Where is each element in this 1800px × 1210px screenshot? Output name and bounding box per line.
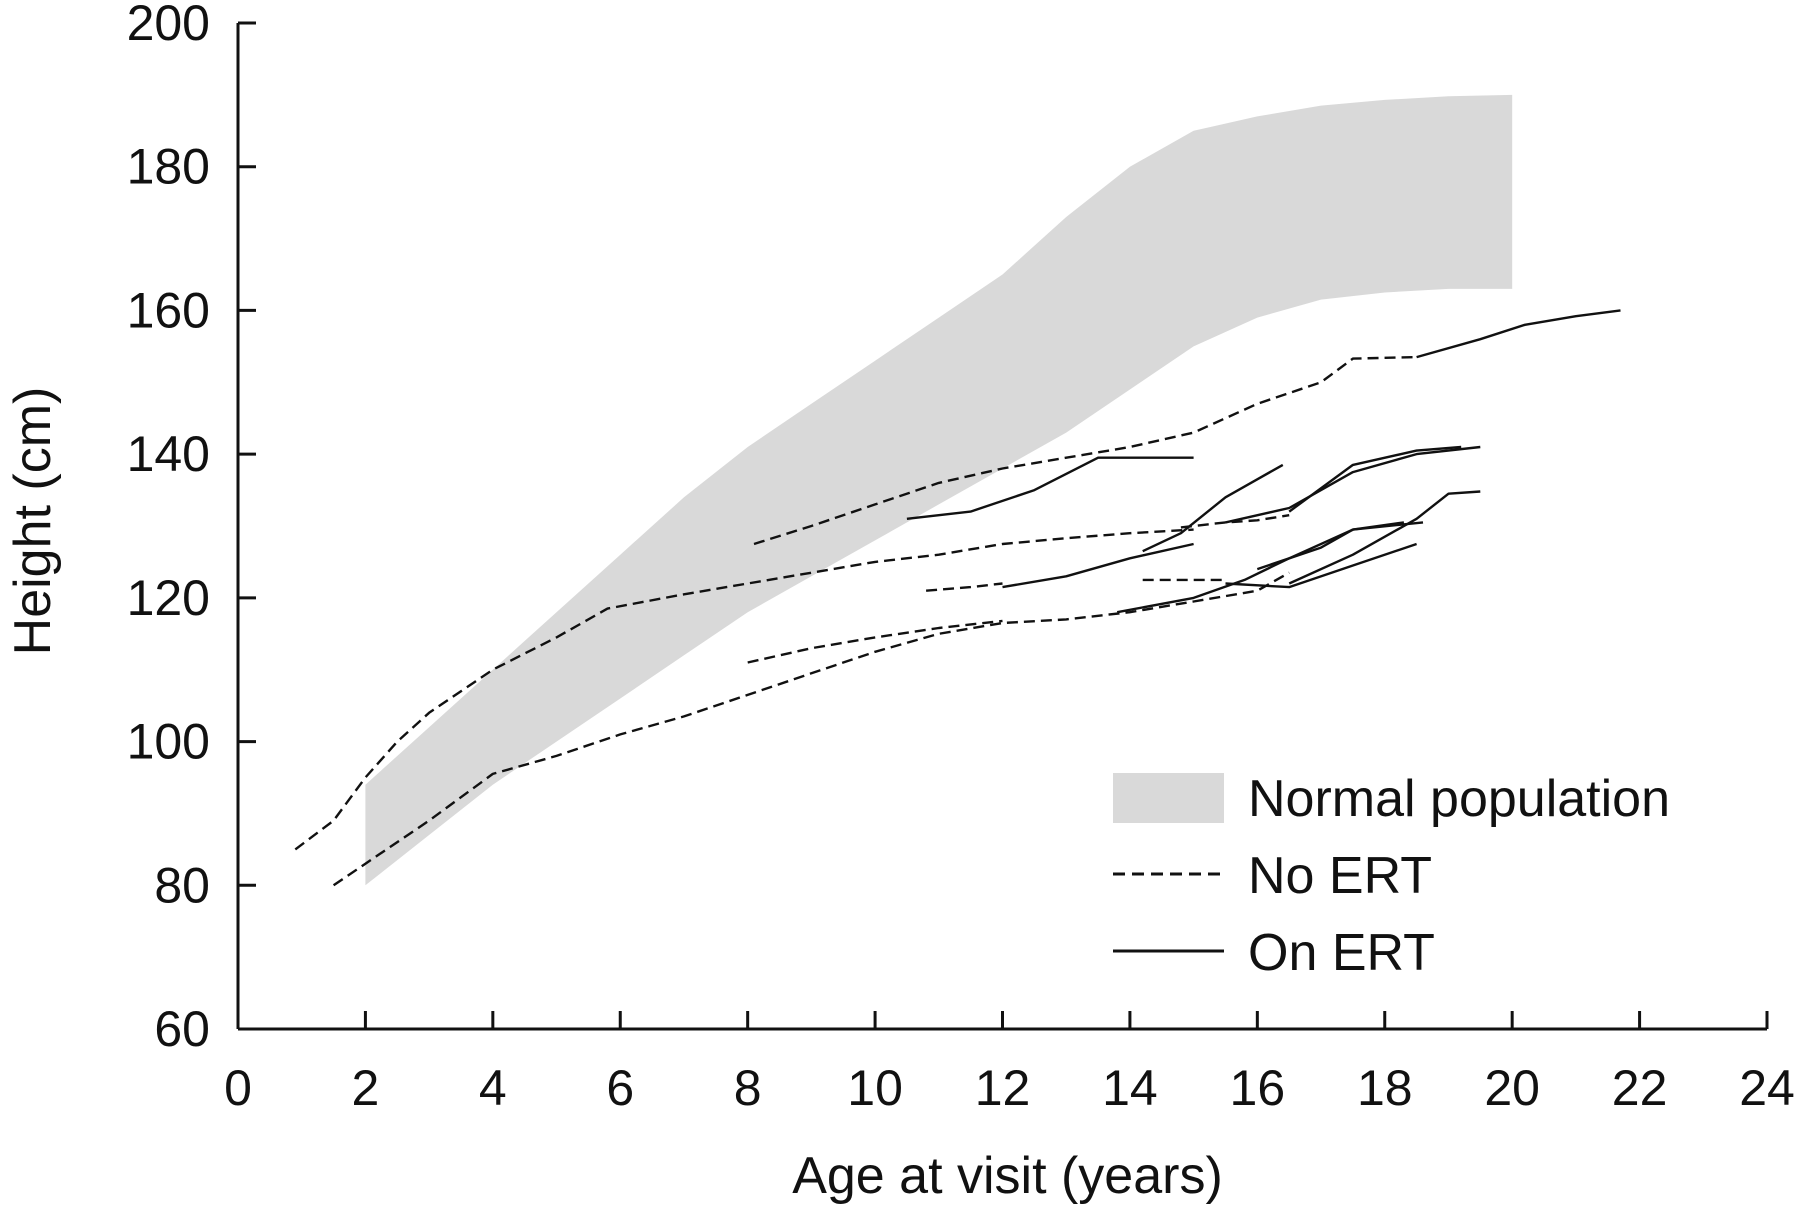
legend-label-normal-population: Normal population: [1248, 770, 1670, 828]
on-ert-line-10: [1142, 463, 1284, 553]
on-ert-line-14: [1288, 490, 1481, 585]
x-tick-label: 22: [1612, 1060, 1668, 1116]
on-ert-line-16: [1116, 521, 1424, 614]
on-ert-line-9: [1002, 542, 1194, 589]
on-ert-line-8: [906, 456, 1194, 520]
on-ert-line-11: [1225, 445, 1481, 524]
y-tick-label: 140: [127, 426, 210, 482]
y-tick-label: 60: [154, 1001, 210, 1057]
no-ert-line-0: [294, 528, 1194, 851]
normal-population-band: [365, 94, 1513, 886]
series-layer: [294, 309, 1621, 887]
x-axis-label: Age at visit (years): [792, 1147, 1223, 1205]
on-ert-line-15: [1225, 542, 1417, 589]
x-tick-label: 18: [1357, 1060, 1413, 1116]
normal-population-band-layer: [365, 94, 1513, 886]
legend-swatch-normal-population: [1113, 773, 1224, 823]
no-ert-line-3: [747, 619, 1003, 664]
legend-label-on-ert: On ERT: [1248, 924, 1435, 982]
y-tick-label: 80: [154, 857, 210, 913]
no-ert-line-2: [753, 355, 1417, 546]
x-tick-label: 24: [1739, 1060, 1795, 1116]
x-tick-label: 12: [975, 1060, 1031, 1116]
y-tick-label: 160: [127, 282, 210, 338]
y-tick-label: 120: [127, 570, 210, 626]
on-ert-line-12: [1288, 445, 1462, 513]
x-tick-label: 20: [1484, 1060, 1540, 1116]
x-tick-label: 10: [847, 1060, 903, 1116]
x-tick-label: 14: [1102, 1060, 1158, 1116]
no-ert-line-6: [1180, 514, 1290, 529]
no-ert-line-4: [926, 582, 1003, 592]
y-axis-ticks: 60 80 100 120 140 160 180 200: [127, 0, 256, 1057]
x-axis-ticks: 0 2 4 6 8 10 12 14 16 18 20 22 24: [224, 1011, 1795, 1116]
y-tick-label: 100: [127, 714, 210, 770]
axes: [236, 23, 1767, 1031]
y-tick-label: 200: [127, 0, 210, 51]
legend-label-no-ert: No ERT: [1248, 847, 1432, 905]
legend: Normal population No ERT On ERT: [1113, 770, 1670, 982]
x-tick-label: 6: [606, 1060, 634, 1116]
y-tick-label: 180: [127, 139, 210, 195]
x-tick-label: 4: [479, 1060, 507, 1116]
x-tick-label: 16: [1230, 1060, 1286, 1116]
y-axis-label: Height (cm): [4, 387, 62, 656]
x-tick-label: 8: [734, 1060, 762, 1116]
x-tick-label: 0: [224, 1060, 252, 1116]
no-ert-line-1: [332, 571, 1290, 887]
x-tick-label: 2: [352, 1060, 380, 1116]
on-ert-line-7: [1416, 309, 1621, 359]
